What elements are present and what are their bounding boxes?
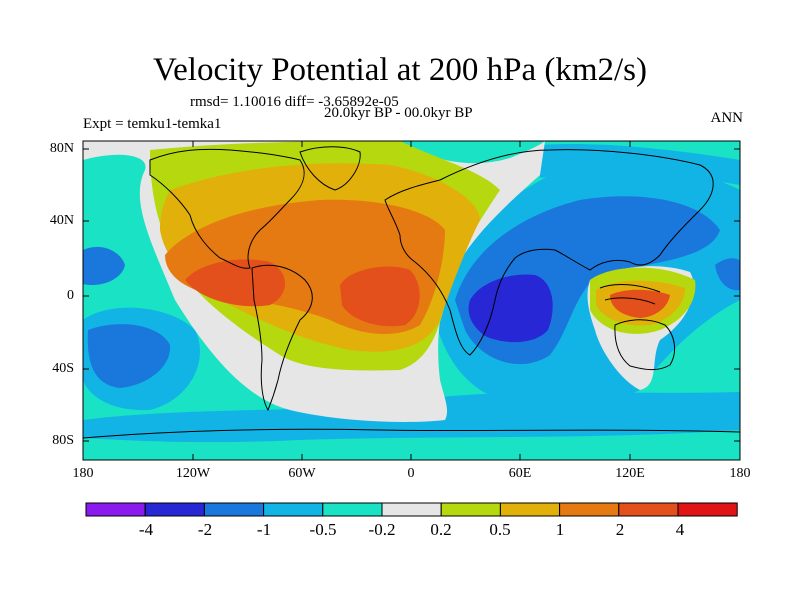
map-title: Velocity Potential at 200 hPa (km2/s) <box>152 52 648 88</box>
colorbar-swatch <box>263 502 324 517</box>
lat-tick-40s: 40S <box>52 361 74 376</box>
coastline-eurasia-africa <box>384 149 714 356</box>
colorbar-label: -0.2 <box>368 520 396 539</box>
contour-neg-asia-north <box>540 144 740 185</box>
lat-tick-0: 0 <box>67 288 74 303</box>
colorbar-swatch <box>203 502 265 517</box>
lat-tick-40n: 40N <box>49 213 74 228</box>
colorbar-label: -0.5 <box>309 520 337 539</box>
colorbar-swatch <box>322 502 383 517</box>
contour-pos-core-west <box>185 259 285 307</box>
period-label: 20.0kyr BP - 00.0kyr BP <box>324 105 473 121</box>
contour-pos-asia-core <box>610 289 670 318</box>
lon-tick-180w: 180 <box>72 466 94 481</box>
contour-neg-east-pacific <box>715 258 740 291</box>
colorbar-swatch <box>440 502 501 517</box>
experiment-label: Expt = temku1-temka1 <box>83 116 222 132</box>
colorbar-label: -4 <box>138 520 154 539</box>
colorbar-swatch <box>677 502 738 517</box>
lon-tick-180e: 180 <box>729 466 751 481</box>
colorbar-swatch <box>381 502 442 517</box>
colorbar-swatch <box>499 502 561 517</box>
contour-neg-west-pacific-inner <box>87 324 171 388</box>
coastlines <box>83 146 740 439</box>
lon-tick-60e: 60E <box>508 466 532 481</box>
colorbar-swatch <box>559 502 620 517</box>
coastline-maritime-islands <box>599 284 661 305</box>
colorbar-label: -1 <box>256 520 272 539</box>
lon-tick-60w: 60W <box>288 466 316 481</box>
season-label: ANN <box>710 110 744 126</box>
colorbar-label: -2 <box>197 520 213 539</box>
lon-tick-120w: 120W <box>175 466 211 481</box>
axis-ticks <box>83 141 740 460</box>
lon-tick-120e: 120E <box>615 466 645 481</box>
lat-tick-80s: 80S <box>52 433 74 448</box>
lat-tick-80n: 80N <box>49 141 74 156</box>
contour-neg-indian-core <box>468 274 553 343</box>
colorbar-label: 2 <box>615 520 625 539</box>
coastline-greenland <box>299 146 361 191</box>
colorbar-label: 1 <box>555 520 565 539</box>
coastline-north-america <box>149 148 305 269</box>
colorbar <box>85 502 738 517</box>
colorbar-label: 4 <box>675 520 685 539</box>
coastline-australia <box>614 319 676 371</box>
colorbar-swatch <box>144 502 205 517</box>
lon-tick-0: 0 <box>407 466 415 481</box>
rmsd-diff-label: rmsd= 1.10016 diff= -3.65892e-05 <box>190 94 399 110</box>
contour-neg-west-north <box>83 246 125 286</box>
colorbar-swatch <box>618 502 679 517</box>
contour-pos-core-east <box>340 266 420 327</box>
colorbar-label: 0.5 <box>489 520 511 539</box>
colorbar-swatch <box>85 502 146 517</box>
contour-field <box>83 141 740 460</box>
coastline-antarctica <box>83 428 740 439</box>
colorbar-label: 0.2 <box>430 520 452 539</box>
coastline-south-america <box>251 264 313 412</box>
